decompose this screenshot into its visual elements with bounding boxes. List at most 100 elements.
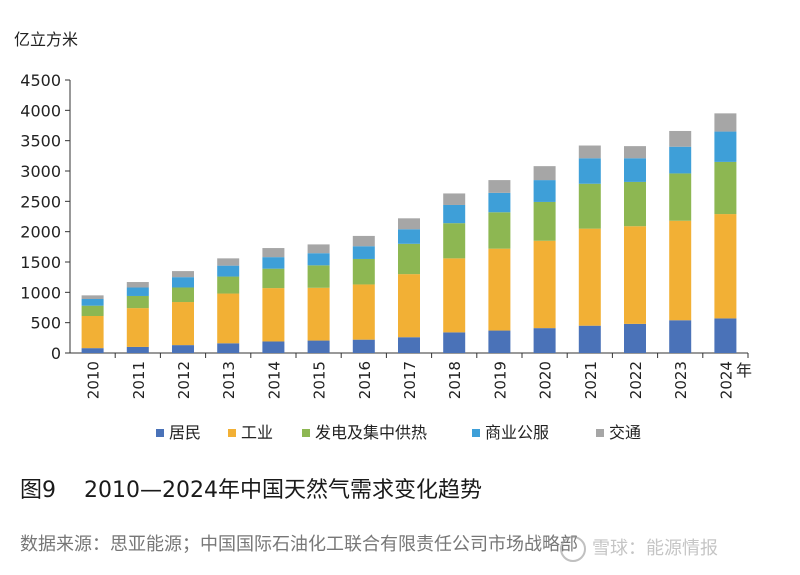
- watermark-text: 雪球：能源情报: [592, 538, 718, 559]
- bar-segment: [217, 343, 240, 353]
- bar-segment: [262, 268, 285, 289]
- bar-segment: [307, 253, 330, 266]
- bar-segment: [352, 339, 375, 353]
- x-tick-label: 2021: [582, 361, 600, 399]
- bar-segment: [352, 258, 375, 285]
- bar-segment: [533, 180, 556, 202]
- bar-segment: [398, 218, 420, 230]
- x-tick-label: 2023: [672, 361, 690, 399]
- legend-label: 居民: [169, 423, 201, 442]
- x-tick-label: 2017: [401, 361, 419, 399]
- watermark: 雪球：能源情报: [560, 534, 718, 562]
- bar-segment: [533, 240, 556, 329]
- figure-title: 2010—2024年中国天然气需求变化趋势: [84, 478, 482, 503]
- y-tick-label: 0: [51, 344, 61, 363]
- bar-segment: [126, 308, 149, 347]
- bar-segment: [624, 323, 646, 353]
- x-axis-unit-label: 年: [736, 361, 752, 380]
- x-tick-label: 2012: [175, 361, 193, 399]
- bar-segment: [669, 173, 692, 221]
- y-tick-label: 500: [30, 314, 61, 333]
- legend-swatch: [472, 429, 480, 437]
- bar-segment: [443, 223, 466, 259]
- bar-segment: [262, 288, 285, 342]
- bar-segment: [217, 276, 240, 294]
- bar-segment: [81, 348, 104, 353]
- figure-caption: 图9 2010—2024年中国天然气需求变化趋势: [20, 472, 482, 504]
- x-tick-label: 2015: [311, 361, 329, 399]
- bar-segment: [352, 246, 375, 259]
- y-tick-label: 2000: [20, 223, 61, 242]
- bar-segment: [669, 320, 692, 353]
- x-tick-label: 2016: [356, 361, 374, 399]
- x-tick-label: 2010: [85, 361, 103, 399]
- bar-segment: [714, 161, 737, 215]
- legend-label: 交通: [609, 423, 641, 442]
- bar-segment: [172, 271, 194, 278]
- y-tick-label: 1500: [20, 253, 61, 272]
- bar-segment: [624, 181, 646, 227]
- bar-segment: [488, 248, 511, 331]
- bar-segment: [624, 158, 646, 182]
- bar-segment: [533, 328, 556, 353]
- y-tick-label: 2500: [20, 192, 61, 211]
- bar-segment: [624, 226, 646, 324]
- bar-segment: [624, 146, 646, 159]
- bar-segment: [352, 284, 375, 340]
- bar-segment: [443, 193, 466, 205]
- y-tick-label: 3500: [20, 132, 61, 151]
- watermark-logo-icon: [560, 536, 586, 562]
- bar-segment: [578, 145, 601, 159]
- bar-segment: [488, 330, 511, 353]
- bar-segment: [217, 265, 240, 277]
- legend-label: 发电及集中供热: [315, 423, 427, 442]
- x-tick-label: 2011: [130, 361, 148, 399]
- bar-segment: [307, 340, 330, 353]
- bar-segment: [488, 212, 511, 249]
- bar-segment: [488, 180, 511, 193]
- bar-segment: [714, 214, 737, 319]
- bar-segment: [81, 299, 104, 306]
- bar-segment: [578, 228, 601, 326]
- bar-segment: [443, 258, 466, 333]
- figure-number: 图9: [20, 478, 56, 503]
- bar-segment: [669, 146, 692, 174]
- bar-segment: [172, 287, 194, 303]
- bar-segment: [488, 192, 511, 213]
- bar-segment: [398, 337, 420, 353]
- bar-segment: [443, 204, 466, 224]
- bar-segment: [307, 287, 330, 341]
- legend-swatch: [228, 429, 236, 437]
- x-tick-label: 2018: [446, 361, 464, 399]
- y-axis-unit-label: 亿立方米: [14, 30, 79, 49]
- bar-segment: [126, 346, 149, 353]
- bar-segment: [669, 130, 692, 147]
- legend-label: 工业: [241, 423, 273, 442]
- bar-segment: [126, 287, 149, 296]
- x-tick-label: 2022: [627, 361, 645, 399]
- y-tick-label: 3000: [20, 162, 61, 181]
- bar-segment: [262, 341, 285, 353]
- x-tick-label: 2024: [717, 361, 735, 399]
- bar-segment: [307, 244, 330, 254]
- bar-segment: [578, 158, 601, 184]
- bar-segment: [81, 305, 104, 316]
- bar-segment: [81, 295, 104, 300]
- bar-segment: [217, 258, 240, 266]
- bar-segment: [217, 293, 240, 344]
- bar-segment: [398, 274, 420, 338]
- y-tick-label: 4500: [20, 71, 61, 90]
- y-tick-label: 4000: [20, 101, 61, 120]
- bar-segment: [669, 220, 692, 321]
- bar-segment: [126, 282, 149, 288]
- bar-segment: [172, 277, 194, 288]
- bar-segment: [81, 315, 104, 349]
- y-tick-label: 1000: [20, 283, 61, 302]
- x-tick-label: 2020: [537, 361, 555, 399]
- legend-swatch: [302, 429, 310, 437]
- x-tick-label: 2014: [265, 361, 283, 399]
- bar-segment: [714, 318, 737, 353]
- stacked-bar-chart: 0 500 1000 1500 2000 2500 3000 3500 4000 4500 2010…: [20, 71, 752, 442]
- x-tick-label: 2019: [491, 361, 509, 399]
- legend-label: 商业公服: [485, 423, 549, 442]
